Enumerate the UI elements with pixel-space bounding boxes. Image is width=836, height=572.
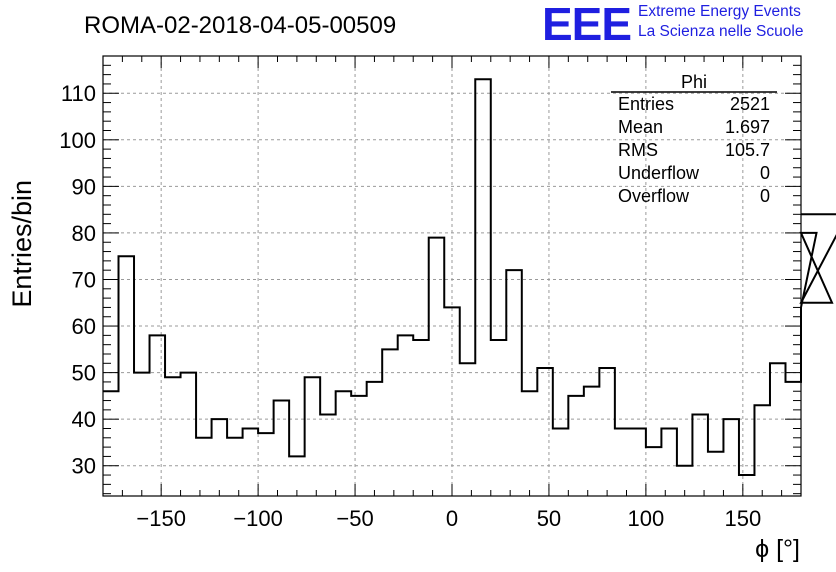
stats-label: Entries	[618, 94, 674, 114]
eee-logo: EEE	[542, 0, 632, 44]
y-tick-label: 70	[72, 267, 96, 292]
y-tick-label: 60	[72, 314, 96, 339]
stats-box: Phi Entries 2521 Mean 1.697 RMS 105.7 Underflo…	[611, 72, 777, 206]
y-tick-label: 40	[72, 407, 96, 432]
x-tick-label: 0	[446, 506, 458, 531]
y-tick-label: 50	[72, 361, 96, 386]
y-tick-label: 30	[72, 454, 96, 479]
x-tick-label: −150	[136, 506, 186, 531]
stats-rows: Entries 2521 Mean 1.697 RMS 105.7 Underflow 0 Ov…	[618, 94, 770, 206]
histogram-line	[103, 78, 836, 477]
stats-label: Mean	[618, 117, 663, 137]
org-line-1: Extreme Energy Events	[638, 3, 801, 20]
x-tick-label: 50	[537, 506, 561, 531]
grid-lines	[103, 56, 801, 496]
x-tick-label: −100	[233, 506, 283, 531]
axis-ticks	[102, 55, 802, 496]
stats-label: RMS	[618, 140, 658, 160]
x-tick-label: 100	[628, 506, 665, 531]
stats-value: 1.697	[725, 117, 770, 137]
tick-labels: −150 −100 −50 0 50 100 150 30 40 50 60 70 80 90 100 110	[59, 81, 761, 531]
stats-label: Underflow	[618, 163, 700, 183]
stats-name: Phi	[681, 72, 707, 92]
y-tick-label: 80	[72, 221, 96, 246]
chart-title: ROMA-02-2018-04-05-00509	[84, 12, 396, 39]
org-line-2: La Scienza nelle Scuole	[638, 23, 804, 40]
stats-value: 0	[760, 186, 770, 206]
x-tick-label: −50	[336, 506, 373, 531]
y-tick-label: 100	[59, 128, 96, 153]
x-axis-label: ϕ [°]	[755, 535, 800, 563]
stats-label: Overflow	[618, 186, 690, 206]
eee-logo-text: EEE	[542, 0, 631, 44]
y-axis-label: Entries/bin	[7, 180, 37, 308]
stats-value: 2521	[730, 94, 770, 114]
stats-value: 105.7	[725, 140, 770, 160]
stats-value: 0	[760, 163, 770, 183]
y-tick-label: 110	[61, 81, 96, 106]
x-tick-label: 150	[724, 506, 761, 531]
y-tick-label: 90	[72, 174, 96, 199]
organization-name: Extreme Energy Events La Scienza nelle S…	[638, 2, 803, 42]
